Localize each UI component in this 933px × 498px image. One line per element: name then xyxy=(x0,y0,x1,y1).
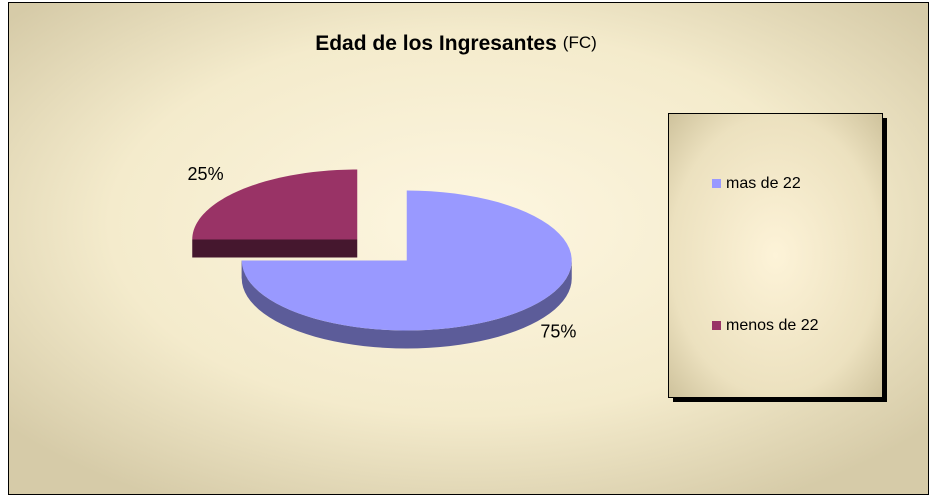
legend-label: menos de 22 xyxy=(726,317,819,334)
slice-wall xyxy=(192,239,358,258)
slice xyxy=(192,169,358,240)
slice-side xyxy=(241,260,572,349)
subtitle: (FC) xyxy=(563,33,597,52)
data-label: 25% xyxy=(188,164,224,184)
chart-title: Edad de los Ingresantes (FC) xyxy=(315,32,597,55)
legend-label: mas de 22 xyxy=(726,175,801,192)
legend-swatch xyxy=(712,321,721,330)
legend-swatch xyxy=(712,179,721,188)
pie: 25% 75% xyxy=(188,164,576,349)
legend xyxy=(668,113,883,398)
legend-entries: mas de 22 menos de 22 xyxy=(712,175,819,334)
slice xyxy=(241,190,572,331)
data-label: 75% xyxy=(540,322,576,342)
title: Edad de los Ingresantes xyxy=(315,32,557,55)
